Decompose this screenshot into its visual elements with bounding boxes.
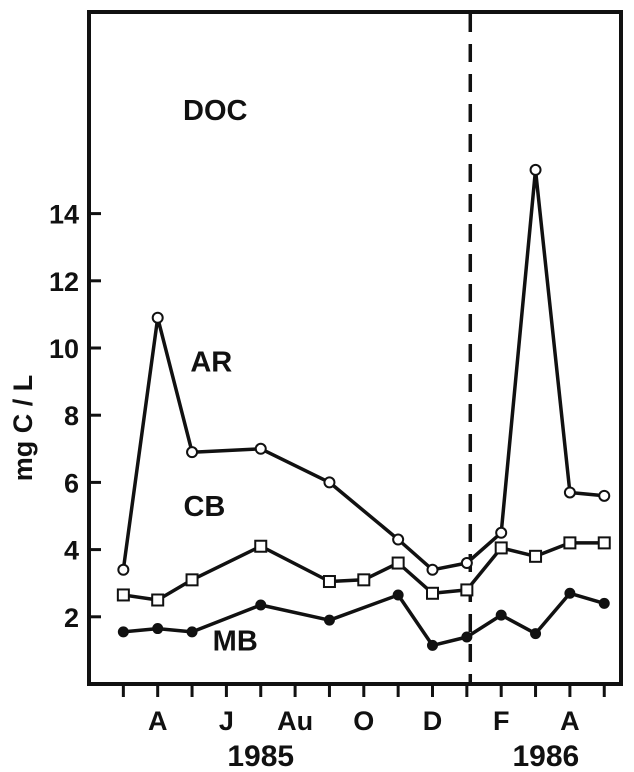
x-month-label: A: [560, 706, 580, 736]
plot-frame: [87, 10, 623, 686]
series-line-mb: [123, 591, 605, 648]
data-point-ar: [495, 526, 508, 539]
data-point-cb: [254, 539, 268, 553]
y-tick-label: 4: [64, 536, 79, 566]
y-tick-label: 14: [49, 200, 79, 230]
series-ar: [117, 163, 611, 576]
data-point-mb: [186, 626, 198, 638]
data-point-mb: [461, 631, 473, 643]
data-point-ar: [426, 563, 439, 576]
series-group: [116, 163, 611, 651]
data-point-ar: [151, 311, 164, 324]
y-tick-label: 6: [64, 468, 79, 498]
data-point-ar: [392, 533, 405, 546]
series-label-mb: MB: [213, 625, 258, 657]
x-month-label: Au: [277, 706, 313, 736]
series-label-cb: CB: [183, 491, 225, 523]
data-point-mb: [495, 609, 507, 621]
y-tick-label: 10: [49, 334, 79, 364]
y-tick-label: 8: [64, 401, 79, 431]
data-point-cb: [116, 588, 130, 602]
data-point-mb: [152, 623, 164, 635]
data-point-mb: [530, 628, 542, 640]
data-point-cb: [529, 549, 543, 563]
x-axis-ticks: A J Au O D F A 1985 1986: [121, 684, 606, 772]
x-year-label: 1985: [227, 740, 294, 772]
x-month-label: O: [353, 706, 374, 736]
chart-title: DOC: [183, 95, 248, 127]
series-label-ar: AR: [190, 347, 232, 379]
y-axis-ticks: 2 4 6 8 10 12 14: [49, 200, 101, 633]
data-point-cb: [357, 573, 371, 587]
data-point-ar: [529, 163, 542, 176]
data-point-ar: [254, 442, 267, 455]
x-month-label: F: [493, 706, 510, 736]
x-month-label: J: [219, 706, 234, 736]
data-point-mb: [323, 614, 335, 626]
series-line-ar: [121, 168, 605, 572]
data-point-cb: [185, 573, 199, 587]
data-point-ar: [563, 486, 576, 499]
data-point-ar: [186, 446, 199, 459]
data-point-ar: [323, 476, 336, 489]
data-point-mb: [117, 626, 129, 638]
y-tick-label: 12: [49, 267, 79, 297]
data-point-cb: [426, 586, 439, 600]
series-mb: [117, 587, 610, 651]
data-point-ar: [460, 557, 473, 570]
data-point-mb: [564, 587, 576, 599]
series-cb: [116, 536, 611, 607]
data-point-cb: [597, 536, 611, 550]
series-labels: AR CB MB: [183, 347, 257, 658]
data-point-mb: [392, 589, 404, 601]
x-year-label: 1986: [512, 740, 579, 772]
x-month-label: D: [423, 706, 443, 736]
x-month-label: A: [148, 706, 168, 736]
data-point-mb: [427, 639, 438, 651]
data-point-cb: [151, 593, 165, 607]
data-point-cb: [460, 583, 474, 597]
data-point-cb: [494, 541, 508, 555]
data-point-cb: [322, 575, 336, 589]
data-point-cb: [391, 556, 405, 570]
data-point-mb: [255, 599, 267, 611]
y-axis-label: mg C / L: [8, 375, 38, 482]
data-point-cb: [563, 536, 577, 550]
y-tick-label: 2: [64, 603, 79, 633]
data-point-ar: [598, 489, 611, 502]
data-point-mb: [598, 597, 610, 609]
data-point-ar: [117, 563, 130, 576]
